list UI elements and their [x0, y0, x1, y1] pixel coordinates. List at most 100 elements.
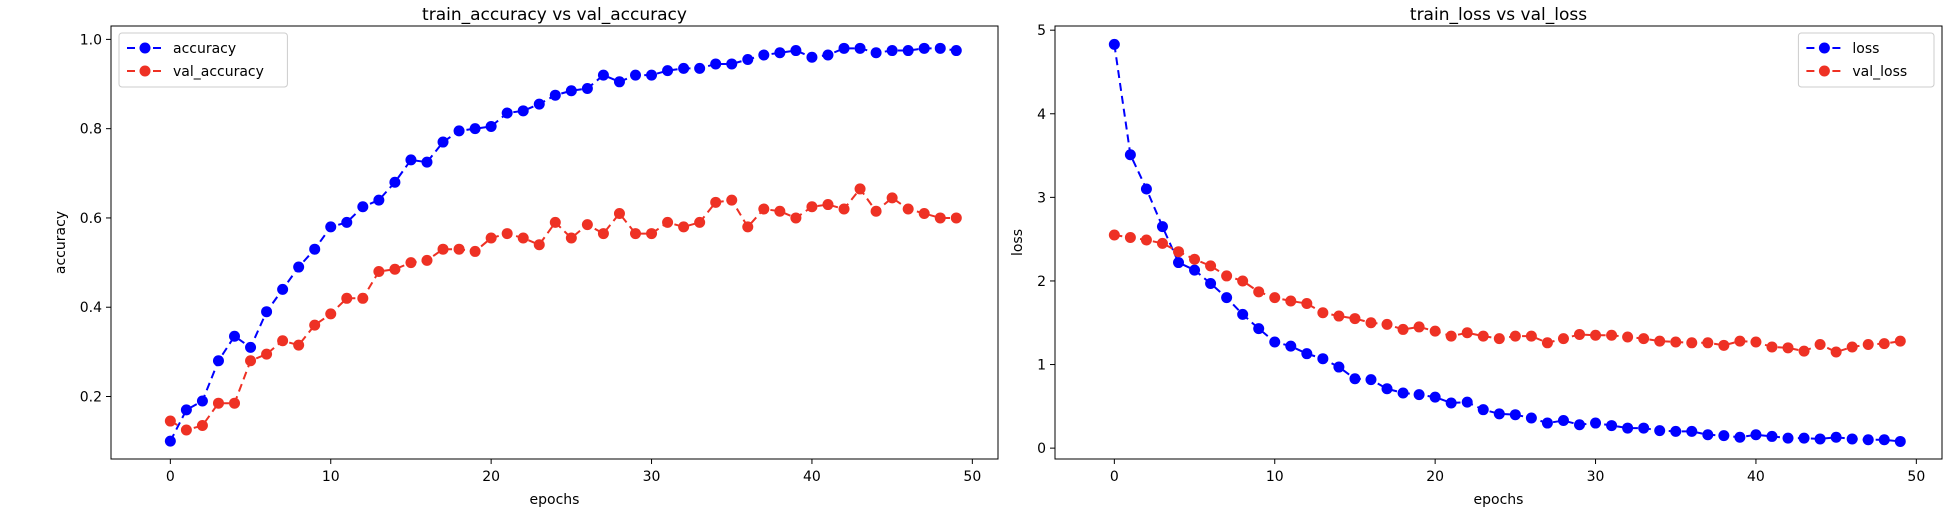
data-point: [1124, 231, 1136, 243]
data-point: [164, 435, 176, 447]
data-point: [726, 194, 738, 206]
data-point: [1862, 434, 1874, 446]
data-point: [1574, 328, 1586, 340]
data-point: [918, 207, 930, 219]
data-point: [405, 257, 417, 269]
data-point: [1221, 270, 1233, 282]
data-point: [806, 51, 818, 63]
data-point: [662, 216, 674, 228]
data-point: [1349, 313, 1361, 325]
data-point: [1846, 341, 1858, 353]
data-point: [180, 424, 192, 436]
data-point: [565, 85, 577, 97]
data-point: [245, 341, 257, 353]
data-point: [870, 205, 882, 217]
x-tick-label: 50: [1907, 469, 1925, 485]
data-point: [549, 89, 561, 101]
data-point: [1253, 323, 1265, 335]
data-point: [1189, 253, 1201, 265]
y-tick-label: 0: [1037, 441, 1046, 457]
data-point: [421, 254, 433, 266]
data-point: [1317, 353, 1329, 365]
y-tick-label: 1.0: [80, 32, 102, 48]
legend-label: val_loss: [1852, 64, 1907, 80]
data-point: [501, 107, 513, 119]
data-point: [1894, 435, 1906, 447]
data-point: [212, 355, 224, 367]
data-point: [1445, 397, 1457, 409]
data-point: [357, 292, 369, 304]
data-point: [341, 292, 353, 304]
data-point: [325, 221, 337, 233]
data-point: [293, 339, 305, 351]
data-point: [1140, 234, 1152, 246]
data-point: [261, 306, 273, 318]
x-tick-label: 40: [803, 469, 821, 485]
legend-swatch-marker: [1818, 42, 1830, 54]
data-point: [533, 239, 545, 251]
data-point: [613, 76, 625, 88]
data-point: [630, 69, 642, 81]
y-tick-label: 0.4: [80, 300, 102, 316]
data-point: [1830, 431, 1842, 443]
data-point: [902, 45, 914, 57]
x-tick-label: 40: [1747, 469, 1765, 485]
chart-panel-1: train_accuracy vs val_accuracy 0 10 20 30 40 5…: [53, 5, 999, 508]
plot-frame: [110, 25, 999, 460]
series-line: [169, 187, 957, 432]
y-axis-label: accuracy: [53, 211, 69, 274]
data-point: [1285, 340, 1297, 352]
legend-swatch-marker: [1818, 65, 1830, 77]
series-loss: [1108, 38, 1906, 447]
data-point: [822, 49, 834, 61]
data-point: [469, 123, 481, 135]
data-point: [1750, 429, 1762, 441]
data-point: [1285, 295, 1297, 307]
data-point: [389, 176, 401, 188]
data-point: [694, 216, 706, 228]
data-point: [1349, 373, 1361, 385]
data-point: [870, 47, 882, 59]
data-point: [1333, 361, 1345, 373]
data-point: [1782, 432, 1794, 444]
x-tick-label: 30: [643, 469, 661, 485]
data-point: [196, 420, 208, 432]
data-point: [1702, 429, 1714, 441]
data-point: [1686, 337, 1698, 349]
data-point: [501, 228, 513, 240]
data-point: [469, 245, 481, 257]
legend-label: accuracy: [173, 41, 236, 57]
data-point: [1237, 275, 1249, 287]
data-point: [597, 228, 609, 240]
data-point: [838, 203, 850, 215]
data-point: [1638, 333, 1650, 345]
data-point: [1108, 38, 1120, 50]
y-tick-label: 0.2: [80, 390, 102, 406]
y-tick-label: 0.6: [80, 211, 102, 227]
data-point: [1173, 257, 1185, 269]
legend-label: loss: [1852, 41, 1879, 57]
data-point: [694, 62, 706, 74]
data-point: [1557, 415, 1569, 427]
data-point: [1413, 389, 1425, 401]
data-point: [196, 395, 208, 407]
data-point: [1670, 336, 1682, 348]
y-tick-label: 0.8: [80, 122, 102, 138]
data-point: [1445, 330, 1457, 342]
data-point: [678, 62, 690, 74]
data-point: [1782, 342, 1794, 354]
data-point: [325, 308, 337, 320]
chart-panel-2: train_loss vs val_loss 0 10 20 30 40 50 0 1 2 3 4 5 e…: [1010, 5, 1943, 508]
data-point: [806, 201, 818, 213]
data-point: [1461, 327, 1473, 339]
plot-frame: [1054, 25, 1943, 460]
data-point: [950, 45, 962, 57]
data-point: [533, 98, 545, 110]
data-point: [261, 348, 273, 360]
data-point: [1156, 237, 1168, 249]
data-point: [1606, 329, 1618, 341]
data-point: [662, 65, 674, 77]
data-point: [549, 216, 561, 228]
x-tick-label: 0: [166, 469, 175, 485]
x-tick-label: 30: [1587, 469, 1605, 485]
